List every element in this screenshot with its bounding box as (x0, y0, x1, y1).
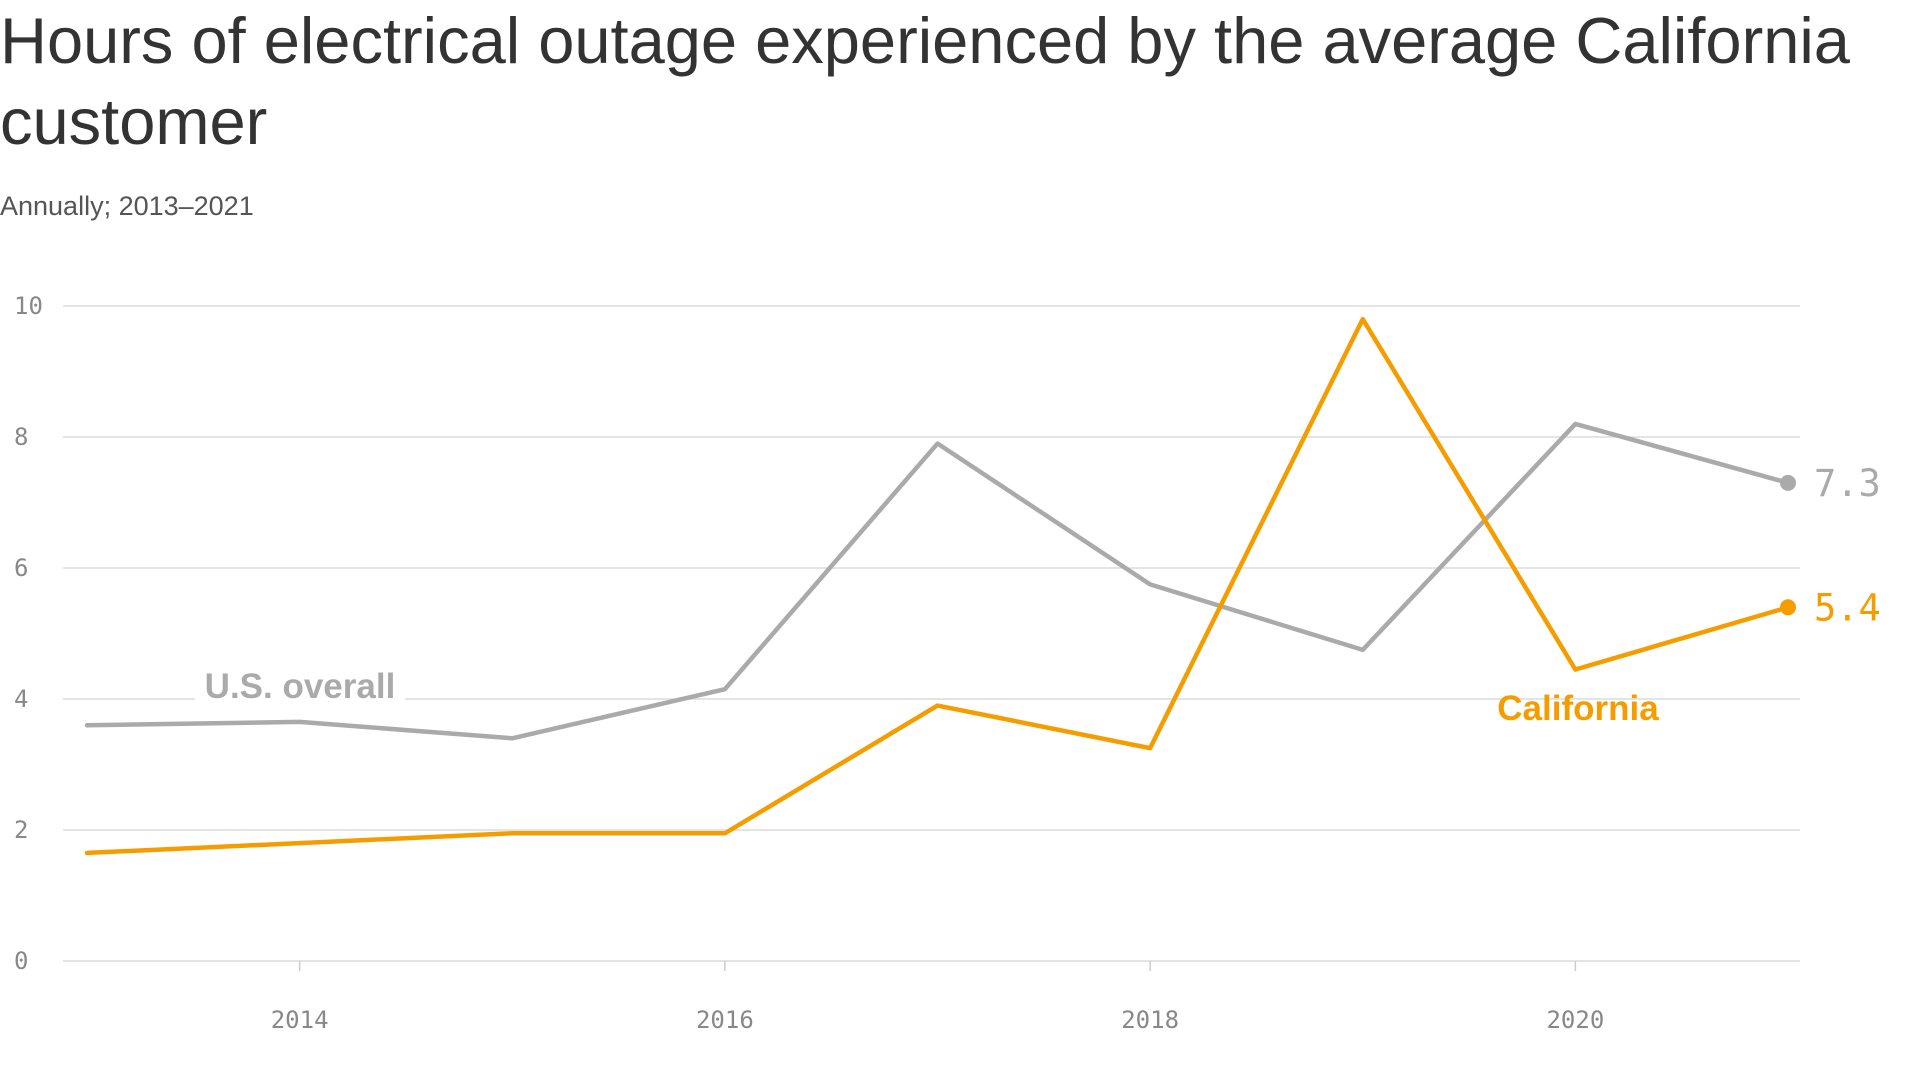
y-tick-label: 4 (14, 685, 28, 713)
series-label-bg (195, 664, 405, 708)
label-layer: 7.3 U.S. overall 5.4 California (195, 462, 1881, 728)
series-name-label: California (1497, 689, 1659, 728)
chart-subtitle: Annually; 2013–2021 (0, 191, 254, 221)
y-tick-label: 10 (14, 292, 43, 320)
x-axis-ticks: 2014 2016 2018 2020 (271, 961, 1604, 1034)
series-end-point (1780, 474, 1796, 491)
series-end-point (1780, 599, 1796, 616)
x-tick-label: 2016 (696, 1006, 754, 1034)
grid-layer (63, 305, 1800, 962)
x-tick-label: 2020 (1546, 1006, 1604, 1034)
series-end-label: 7.3 (1814, 462, 1881, 505)
y-tick-label: 2 (14, 816, 28, 844)
series-end-label: 5.4 (1814, 586, 1881, 629)
x-tick-label: 2014 (271, 1006, 329, 1034)
series-layer (84, 316, 1796, 856)
series-name-label: U.S. overall (205, 667, 396, 706)
x-tick-label: 2018 (1121, 1006, 1179, 1034)
y-axis-ticks: 0 2 4 6 8 10 (14, 292, 43, 975)
y-tick-label: 6 (14, 554, 28, 582)
series-line-california (84, 316, 1791, 856)
chart-title: Hours of electrical outage experienced b… (0, 4, 1850, 158)
series-line-us-overall (84, 421, 1791, 741)
y-tick-label: 0 (14, 947, 28, 975)
y-tick-label: 8 (14, 423, 28, 451)
